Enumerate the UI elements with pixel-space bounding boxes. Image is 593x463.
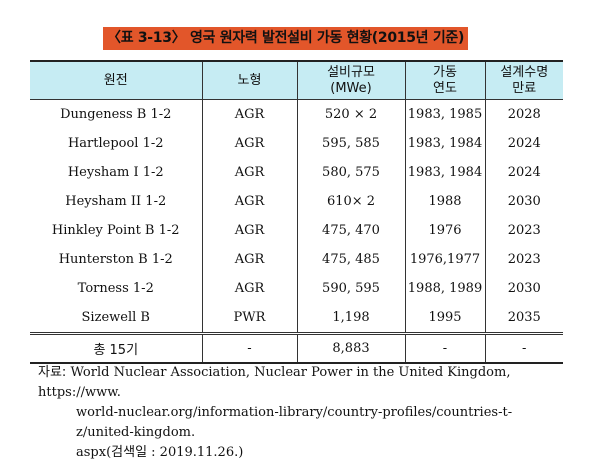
- header-type: 노형: [201, 60, 298, 100]
- table-row: Hartlepool 1-2 AGR 595, 585 1983, 1984 2…: [30, 129, 563, 158]
- header-year: 가동 연도: [404, 60, 486, 100]
- table-row: Torness 1-2 AGR 590, 595 1988, 1989 2030: [30, 274, 563, 303]
- total-expiry: -: [484, 332, 563, 364]
- total-type: -: [201, 332, 298, 364]
- cell-type: AGR: [201, 187, 298, 216]
- table-row: Heysham II 1-2 AGR 610× 2 1988 2030: [30, 187, 563, 216]
- table-row: Hunterston B 1-2 AGR 475, 485 1976,1977 …: [30, 245, 563, 274]
- table-body: Dungeness B 1-2 AGR 520 × 2 1983, 1985 2…: [30, 99, 563, 364]
- nuclear-plants-table: 원전 노형 설비규모 (MWe) 가동 연도 설계수명 만료 Dungeness B …: [30, 60, 563, 364]
- header-row: 원전 노형 설비규모 (MWe) 가동 연도 설계수명 만료: [30, 60, 563, 100]
- cell-plant: Dungeness B 1-2: [30, 99, 203, 129]
- source-label: 자료:: [38, 365, 67, 380]
- cell-year: 1976,1977: [404, 245, 486, 274]
- cell-type: AGR: [201, 129, 298, 158]
- cell-year: 1983, 1984: [404, 158, 486, 187]
- cell-year: 1995: [404, 303, 486, 334]
- cell-type: AGR: [201, 245, 298, 274]
- total-capacity: 8,883: [296, 332, 406, 364]
- header-capacity-unit: (MWe): [330, 80, 372, 96]
- total-row: 총 15기 - 8,883 - -: [30, 332, 563, 364]
- cell-year: 1988, 1989: [404, 274, 486, 303]
- cell-expiry: 2030: [484, 187, 563, 216]
- table-row: Heysham I 1-2 AGR 580, 575 1983, 1984 20…: [30, 158, 563, 187]
- header-year-label-1: 가동: [433, 64, 457, 80]
- cell-plant: Heysham I 1-2: [30, 158, 203, 187]
- cell-capacity: 1,198: [296, 303, 406, 334]
- header-type-label: 노형: [237, 72, 262, 88]
- cell-capacity: 475, 470: [296, 216, 406, 245]
- cell-capacity: 580, 575: [296, 158, 406, 187]
- source-line-3: aspx(검색일 : 2019.11.26.): [76, 445, 244, 460]
- cell-capacity: 590, 595: [296, 274, 406, 303]
- table-row: Hinkley Point B 1-2 AGR 475, 470 1976 20…: [30, 216, 563, 245]
- header-expiry: 설계수명 만료: [484, 60, 563, 100]
- total-year: -: [404, 332, 486, 364]
- source-note: 자료: World Nuclear Association, Nuclear P…: [38, 363, 563, 463]
- cell-plant: Hunterston B 1-2: [30, 245, 203, 274]
- source-line-1: World Nuclear Association, Nuclear Power…: [38, 365, 511, 400]
- cell-type: AGR: [201, 158, 298, 187]
- cell-type: PWR: [201, 303, 298, 334]
- cell-type: AGR: [201, 274, 298, 303]
- cell-expiry: 2030: [484, 274, 563, 303]
- table-header: 원전 노형 설비규모 (MWe) 가동 연도 설계수명 만료: [30, 60, 563, 100]
- header-capacity-label: 설비규모: [327, 64, 375, 80]
- cell-expiry: 2028: [484, 99, 563, 129]
- cell-year: 1988: [404, 187, 486, 216]
- cell-capacity: 520 × 2: [296, 99, 406, 129]
- source-line-2: world-nuclear.org/information-library/co…: [76, 405, 513, 440]
- cell-type: AGR: [201, 216, 298, 245]
- header-capacity: 설비규모 (MWe): [296, 60, 406, 100]
- cell-plant: Heysham II 1-2: [30, 187, 203, 216]
- table-row: Sizewell B PWR 1,198 1995 2035: [30, 303, 563, 334]
- header-expiry-label-2: 만료: [512, 80, 537, 96]
- cell-expiry: 2035: [484, 303, 563, 334]
- cell-expiry: 2023: [484, 245, 563, 274]
- header-year-label-2: 연도: [433, 80, 457, 96]
- cell-year: 1983, 1985: [404, 99, 486, 129]
- cell-plant: Sizewell B: [30, 303, 203, 334]
- cell-plant: Torness 1-2: [30, 274, 203, 303]
- cell-type: AGR: [201, 99, 298, 129]
- cell-expiry: 2023: [484, 216, 563, 245]
- cell-capacity: 475, 485: [296, 245, 406, 274]
- header-plant-label: 원전: [103, 72, 128, 88]
- cell-expiry: 2024: [484, 129, 563, 158]
- header-plant: 원전: [30, 60, 203, 100]
- cell-plant: Hinkley Point B 1-2: [30, 216, 203, 245]
- table-title: 〈표 3-13〉 영국 원자력 발전설비 가동 현황(2015년 기준): [103, 27, 469, 50]
- total-plant: 총 15기: [30, 332, 203, 364]
- cell-capacity: 610× 2: [296, 187, 406, 216]
- header-expiry-label-1: 설계수명: [500, 64, 549, 80]
- cell-year: 1983, 1984: [404, 129, 486, 158]
- cell-capacity: 595, 585: [296, 129, 406, 158]
- cell-year: 1976: [404, 216, 486, 245]
- cell-plant: Hartlepool 1-2: [30, 129, 203, 158]
- table-row: Dungeness B 1-2 AGR 520 × 2 1983, 1985 2…: [30, 99, 563, 129]
- cell-expiry: 2024: [484, 158, 563, 187]
